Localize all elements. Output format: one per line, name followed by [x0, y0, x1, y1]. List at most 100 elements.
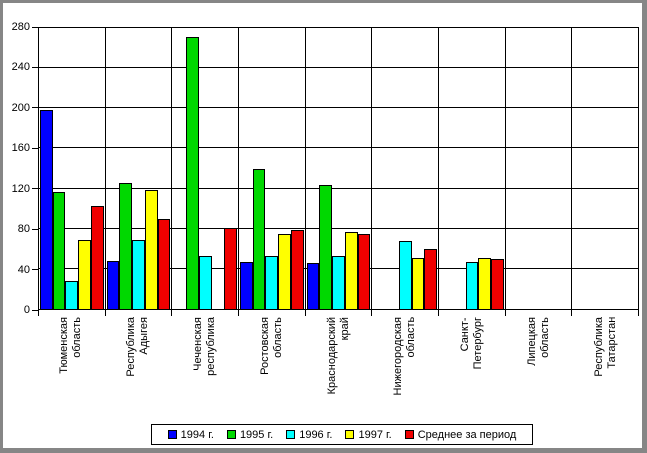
legend-swatch — [167, 430, 177, 439]
bar-slot — [212, 28, 225, 309]
bar — [344, 231, 358, 309]
bar — [119, 182, 133, 309]
legend-swatch — [404, 430, 414, 439]
y-tick-label: 280 — [11, 21, 30, 33]
bar-group — [172, 28, 240, 309]
bar-slot — [490, 28, 504, 309]
y-tick-label: 40 — [17, 263, 30, 276]
y-tick — [32, 147, 39, 149]
x-category-cell: Чеченская республика — [172, 317, 239, 417]
y-tick — [32, 66, 39, 68]
x-category-cell: Липецкая область — [505, 317, 572, 417]
legend-item: 1995 г. — [226, 429, 273, 441]
legend-label: Среднее за период — [417, 428, 517, 441]
legend: 1994 г. 1995 г. 1996 г. 1997 г. Среднее за п… — [151, 424, 533, 445]
y-tick — [32, 269, 39, 271]
bar — [144, 189, 158, 309]
bar-slot — [65, 28, 79, 309]
plot-area — [38, 27, 639, 310]
gridline-y-80 — [39, 227, 638, 229]
bar-slot — [278, 28, 291, 309]
bar-slot — [198, 28, 212, 309]
gridline-y-240 — [39, 67, 638, 69]
bar — [240, 261, 253, 309]
x-tick — [304, 310, 306, 316]
bar — [78, 239, 91, 309]
bar-slot — [186, 28, 199, 309]
bar — [306, 262, 320, 309]
bar — [319, 184, 333, 309]
bar-slot — [265, 28, 279, 309]
x-category-cell: Тюменская область — [38, 317, 105, 417]
bar-slot — [173, 28, 186, 309]
y-tick-label: 80 — [17, 223, 30, 236]
bar — [132, 239, 145, 309]
bar-slot — [344, 28, 358, 309]
x-category-cell: Республика Адыгея — [105, 317, 172, 417]
bar-group — [439, 28, 506, 309]
bar — [40, 110, 53, 309]
bar-group — [106, 28, 173, 309]
bar-slot — [424, 28, 438, 309]
bar-slot — [453, 28, 466, 309]
gridline-y-160 — [39, 147, 638, 149]
x-tick — [238, 310, 239, 316]
x-category-label: Республика Татарстан — [592, 317, 618, 377]
bar-slot — [306, 28, 320, 309]
y-tick-label: 240 — [11, 61, 30, 74]
bar — [411, 257, 425, 309]
x-tick — [571, 310, 573, 316]
bar-slot — [558, 28, 571, 309]
y-tick-label: 120 — [11, 182, 30, 195]
bar-slot — [144, 28, 158, 309]
bar-slot — [545, 28, 558, 309]
legend-label: 1994 г. — [180, 428, 214, 441]
bar-group — [572, 28, 638, 309]
bar-slot — [240, 28, 253, 309]
legend-swatch — [226, 430, 236, 439]
x-tick — [171, 310, 173, 316]
bar-slot — [332, 28, 345, 309]
bar — [478, 257, 491, 309]
bar-slot — [90, 28, 104, 309]
bar-slot — [507, 28, 520, 309]
x-category-cell: Санкт- Петербург — [439, 317, 506, 417]
x-axis-labels: Тюменская область Республика Адыгея Чеченс… — [38, 317, 639, 417]
x-tick — [371, 310, 373, 316]
legend-item: 1994 г. — [167, 428, 214, 441]
bar-group — [306, 28, 373, 309]
x-category-label: Ростовская область — [258, 317, 284, 375]
legend-item: 1996 г. — [286, 429, 332, 441]
bar-slot — [224, 28, 238, 309]
x-tick — [438, 310, 439, 316]
bar — [357, 233, 371, 309]
x-tick — [38, 310, 39, 316]
x-tick — [504, 310, 506, 316]
bar — [198, 255, 212, 309]
legend-label: 1997 г. — [358, 428, 392, 441]
x-category-label: Чеченская республика — [191, 317, 217, 376]
y-tick-label: 200 — [11, 101, 30, 114]
bar-slot — [573, 28, 586, 309]
bar-slot — [119, 28, 133, 309]
y-tick-label: 0 — [23, 304, 30, 316]
x-category-label: Липецкая область — [525, 317, 551, 366]
x-category-cell: Нижегородская область — [372, 317, 439, 417]
bar — [157, 218, 171, 309]
bar-group — [372, 28, 440, 309]
bar-slot — [612, 28, 625, 309]
bar — [465, 261, 479, 309]
bar-group — [506, 28, 573, 309]
bar-slot — [132, 28, 145, 309]
bar-slot — [519, 28, 532, 309]
bar-slot — [398, 28, 412, 309]
x-category-label: Нижегородская область — [392, 317, 418, 396]
x-category-label: Республика Адыгея — [125, 317, 151, 377]
bar — [186, 37, 199, 309]
x-category-cell: Ростовская область — [238, 317, 305, 417]
bar-slot — [157, 28, 171, 309]
gridline-y-200 — [39, 107, 638, 109]
gridline-y-120 — [39, 187, 638, 189]
bar — [65, 280, 79, 309]
bar — [290, 229, 304, 309]
